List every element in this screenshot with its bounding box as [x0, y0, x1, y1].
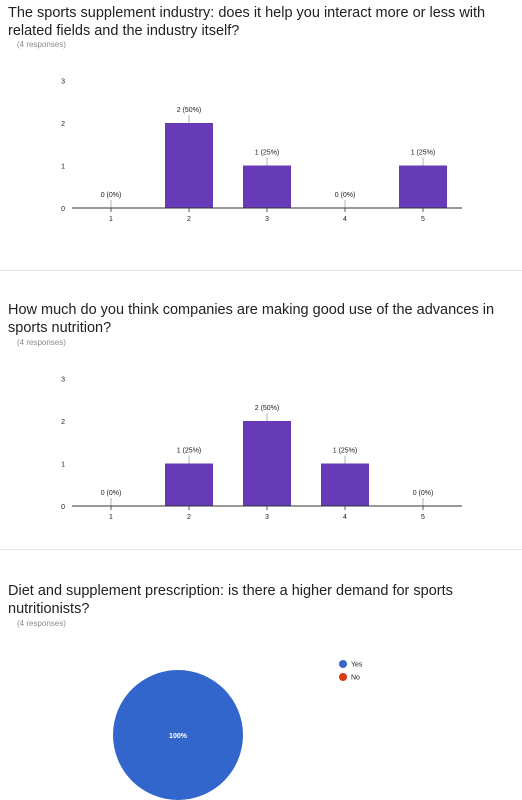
y-tick-label: 2 [61, 121, 65, 128]
y-tick-label: 0 [61, 206, 65, 213]
bar-chart-2: 0 1 2 3 0 (0%) 1 1 (25%) 2 2 (50%) 3 1 (25%) 4 0 (0%… [61, 377, 462, 521]
slice-label: 100% [169, 733, 188, 740]
data-label: 0 (0%) [335, 192, 356, 199]
x-tick-label: 5 [421, 216, 425, 223]
data-label: 1 (25%) [255, 150, 280, 157]
bar [165, 123, 213, 208]
bar-chart-1: 0 1 2 3 0 (0%) 1 2 (50%) 2 1 (25%) 3 0 (0%) 4 1 (25%… [61, 79, 462, 223]
x-tick-label: 1 [109, 514, 113, 521]
response-count: (4 responses) [17, 40, 66, 49]
question-title: Diet and supplement prescription: is the… [8, 583, 453, 617]
response-count: (4 responses) [17, 338, 66, 347]
bar [399, 165, 447, 208]
data-label: 1 (25%) [177, 448, 202, 455]
data-label: 1 (25%) [333, 448, 358, 455]
y-tick-label: 2 [61, 419, 65, 426]
data-label: 0 (0%) [101, 192, 122, 199]
card-divider [0, 549, 522, 550]
bar [243, 421, 291, 506]
x-tick-label: 3 [265, 514, 269, 521]
pie-slice [113, 670, 243, 800]
data-label: 2 (50%) [177, 107, 202, 114]
pie-chart: 100% Yes No [113, 660, 363, 800]
data-label: 2 (50%) [255, 405, 280, 412]
y-tick-label: 0 [61, 504, 65, 511]
bar [165, 463, 213, 506]
bar [321, 463, 369, 506]
x-tick-label: 5 [421, 514, 425, 521]
legend-swatch [339, 673, 347, 681]
x-tick-label: 4 [343, 216, 347, 223]
question-card-2: How much do you think companies are maki… [0, 271, 522, 549]
y-tick-label: 3 [61, 79, 65, 86]
legend-label: Yes [351, 662, 363, 669]
legend-label: No [351, 675, 360, 682]
x-tick-label: 3 [265, 216, 269, 223]
y-tick-label: 1 [61, 164, 65, 171]
legend-swatch [339, 660, 347, 668]
y-tick-label: 3 [61, 377, 65, 384]
x-tick-label: 2 [187, 514, 191, 521]
data-label: 1 (25%) [411, 150, 436, 157]
question-title: The sports supplement industry: does it … [8, 5, 486, 39]
y-tick-label: 1 [61, 462, 65, 469]
x-tick-label: 4 [343, 514, 347, 521]
bar [243, 165, 291, 208]
question-card-1: The sports supplement industry: does it … [0, 0, 522, 270]
data-label: 0 (0%) [413, 490, 434, 497]
x-tick-label: 1 [109, 216, 113, 223]
question-card-3: Diet and supplement prescription: is the… [0, 550, 522, 800]
card-divider [0, 270, 522, 271]
question-title: How much do you think companies are maki… [8, 302, 495, 336]
response-count: (4 responses) [17, 619, 66, 628]
data-label: 0 (0%) [101, 490, 122, 497]
x-tick-label: 2 [187, 216, 191, 223]
